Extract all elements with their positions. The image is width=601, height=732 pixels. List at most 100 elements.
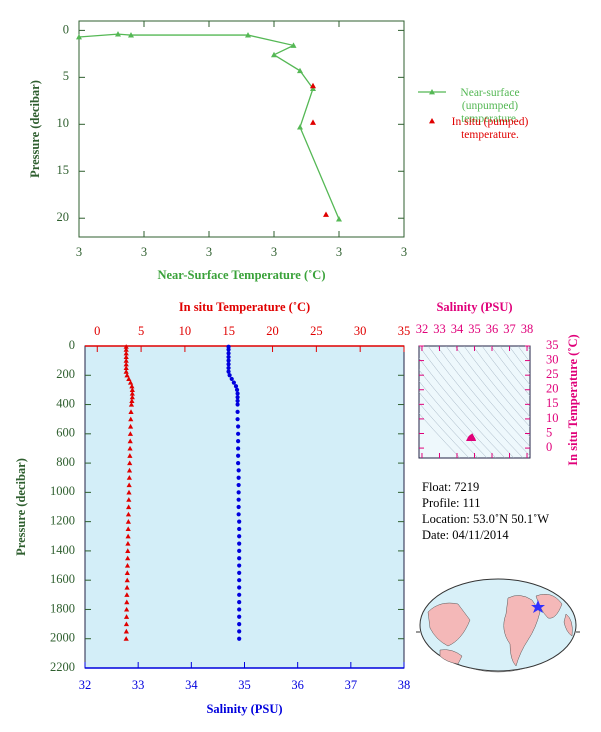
data-point (237, 526, 242, 532)
data-point (237, 629, 242, 634)
y-tick-label: 400 (56, 396, 75, 410)
data-point (237, 585, 242, 590)
data-point (233, 384, 239, 389)
info-line: Profile: 111 (422, 496, 480, 510)
data-point (124, 592, 130, 597)
data-point (237, 541, 242, 546)
data-point (236, 482, 241, 488)
x-tick-label: 25 (310, 324, 323, 338)
data-point (125, 548, 131, 553)
data-point (237, 592, 242, 597)
data-point (126, 475, 132, 480)
x-tick-label: 20 (266, 324, 279, 338)
data-point (115, 31, 121, 37)
data-point (290, 42, 297, 48)
map-land (469, 667, 527, 673)
data-point (226, 354, 231, 360)
data-point (237, 556, 242, 561)
data-point (323, 211, 329, 217)
data-point (125, 555, 131, 561)
density-contour (490, 346, 530, 397)
legend-marker (429, 89, 435, 95)
y-tick-label: 10 (546, 411, 559, 425)
y-tick-label: 5 (63, 69, 69, 83)
data-point (123, 365, 129, 371)
data-point (124, 599, 130, 605)
data-point (127, 453, 133, 458)
world-map (416, 578, 580, 673)
data-point (235, 417, 240, 422)
data-point (123, 354, 129, 360)
info-line: Float: 7219 (422, 480, 479, 494)
data-point (237, 636, 242, 641)
y-tick-label: 200 (56, 367, 75, 381)
data-point (226, 347, 231, 352)
density-contour (419, 402, 470, 458)
map-land (563, 613, 573, 637)
y-tick-label: 1000 (50, 484, 75, 498)
x-tick-label: 3 (401, 245, 407, 259)
data-point (124, 570, 130, 575)
data-point (236, 431, 241, 436)
data-point (127, 379, 134, 385)
data-point (226, 369, 231, 374)
data-point (237, 621, 242, 627)
data-point (236, 439, 241, 444)
x-tick-label: 32 (79, 678, 92, 692)
data-point (227, 373, 232, 378)
data-point (236, 490, 241, 495)
info-line: Location: 53.0˚N 50.1˚W (422, 512, 549, 526)
data-point (123, 361, 129, 367)
data-point (128, 409, 134, 414)
map-land (503, 595, 541, 667)
data-point (235, 402, 240, 407)
data-point (129, 390, 135, 396)
data-point (126, 497, 132, 502)
density-contour (419, 380, 488, 458)
data-point (237, 578, 242, 583)
y-tick-label: 15 (57, 163, 70, 177)
y-axis-title: In situ Temperature (˚C) (566, 334, 580, 465)
density-contour (499, 346, 530, 386)
data-point (236, 460, 241, 466)
data-point (128, 416, 134, 422)
data-point (123, 628, 129, 634)
y-tick-label: 0 (63, 22, 69, 36)
data-point (124, 577, 130, 583)
data-point (226, 351, 231, 356)
data-point (235, 391, 240, 396)
x-tick-label: 3 (206, 245, 212, 259)
density-contour (463, 346, 530, 428)
data-point (237, 563, 242, 568)
data-point (128, 401, 135, 407)
data-point (245, 32, 251, 38)
data-point (126, 482, 132, 488)
data-point (125, 526, 131, 532)
data-point (128, 32, 134, 38)
legend-entry: Near-surface (unpumped) temperature. (460, 87, 520, 125)
data-point (236, 497, 241, 502)
data-point (226, 365, 231, 371)
data-point (310, 85, 316, 92)
legend-entry: In situ (pumped) temperature. (451, 116, 529, 141)
y-tick-label: 20 (546, 382, 559, 396)
data-point (127, 431, 133, 436)
data-point (126, 504, 132, 510)
y-tick-label: 800 (56, 455, 75, 469)
data-point (129, 398, 135, 403)
y-tick-label: 30 (546, 352, 559, 366)
data-point (226, 344, 231, 349)
x-tick-label: 32 (416, 322, 429, 336)
data-point (124, 606, 130, 612)
info-line: Date: 04/11/2014 (422, 528, 509, 542)
data-point (125, 540, 131, 546)
data-point (469, 435, 476, 441)
data-point (310, 82, 316, 89)
data-point (237, 534, 242, 539)
y-tick-label: 1600 (50, 572, 75, 586)
data-point (237, 614, 242, 619)
y-tick-label: 15 (546, 396, 559, 410)
data-point (129, 394, 135, 400)
density-contour (419, 413, 461, 458)
